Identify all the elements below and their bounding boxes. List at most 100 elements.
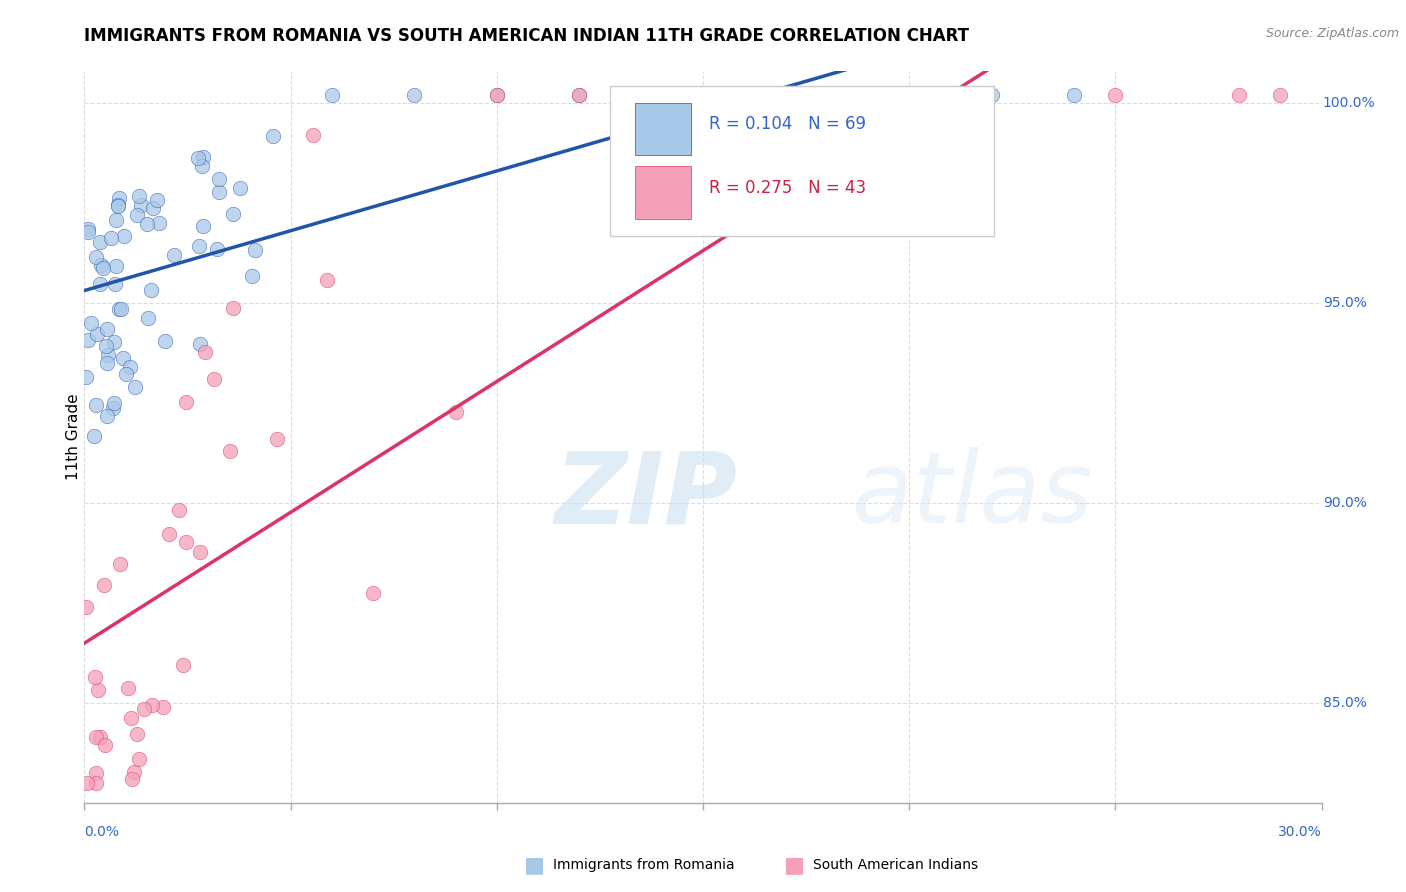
Point: [485, 88, 508, 103]
Point: [129, 198, 152, 212]
Text: 90.0%: 90.0%: [1323, 496, 1367, 510]
Text: 0.0%: 0.0%: [84, 825, 120, 838]
Text: 95.0%: 95.0%: [1323, 296, 1367, 310]
Point: [110, 557, 132, 571]
Point: [141, 698, 163, 712]
Point: [84, 670, 107, 684]
Text: ■: ■: [524, 855, 544, 875]
Point: [188, 238, 211, 252]
Point: [76, 333, 98, 347]
Point: [127, 727, 149, 741]
Point: [243, 243, 266, 257]
FancyBboxPatch shape: [610, 86, 994, 235]
Point: [191, 150, 214, 164]
Point: [229, 180, 252, 194]
Point: [115, 367, 138, 381]
Point: [176, 394, 198, 409]
Point: [205, 242, 228, 256]
Point: [262, 129, 284, 144]
Point: [163, 248, 186, 262]
Point: [89, 235, 111, 249]
Point: [193, 219, 215, 233]
Point: [104, 259, 127, 273]
Point: [94, 738, 117, 752]
Text: R = 0.275   N = 43: R = 0.275 N = 43: [709, 179, 866, 197]
Point: [361, 586, 384, 600]
Point: [107, 199, 129, 213]
Point: [96, 409, 118, 423]
Point: [97, 348, 120, 362]
Point: [101, 401, 124, 415]
Point: [980, 88, 1002, 103]
Point: [84, 398, 107, 412]
Text: R = 0.104   N = 69: R = 0.104 N = 69: [709, 115, 866, 133]
Point: [110, 301, 132, 316]
Point: [1104, 88, 1126, 103]
Point: [141, 283, 163, 297]
Point: [188, 337, 211, 351]
Point: [84, 731, 107, 745]
Point: [84, 776, 107, 790]
Point: [176, 534, 198, 549]
Point: [172, 658, 194, 673]
Point: [121, 772, 143, 787]
Text: IMMIGRANTS FROM ROMANIA VS SOUTH AMERICAN INDIAN 11TH GRADE CORRELATION CHART: IMMIGRANTS FROM ROMANIA VS SOUTH AMERICA…: [84, 27, 969, 45]
Text: 85.0%: 85.0%: [1323, 696, 1367, 710]
Point: [90, 258, 112, 272]
Point: [568, 88, 591, 103]
Point: [898, 88, 921, 103]
FancyBboxPatch shape: [636, 103, 690, 155]
Point: [80, 316, 103, 330]
Point: [103, 396, 125, 410]
Point: [485, 88, 508, 103]
Point: [187, 151, 209, 165]
Point: [775, 88, 797, 103]
Point: [76, 600, 98, 615]
Text: Source: ZipAtlas.com: Source: ZipAtlas.com: [1265, 27, 1399, 40]
Point: [157, 527, 180, 541]
Point: [1270, 88, 1292, 103]
Point: [103, 334, 125, 349]
Point: [1227, 88, 1250, 103]
Point: [136, 218, 159, 232]
Point: [107, 198, 129, 212]
Point: [153, 334, 176, 349]
Point: [568, 88, 591, 103]
Point: [222, 301, 245, 316]
Text: South American Indians: South American Indians: [813, 858, 977, 872]
Point: [94, 339, 117, 353]
Point: [136, 310, 159, 325]
Point: [89, 730, 111, 744]
Point: [302, 128, 325, 142]
Text: 30.0%: 30.0%: [1278, 825, 1322, 838]
Text: ■: ■: [785, 855, 804, 875]
Text: ZIP: ZIP: [554, 447, 738, 544]
Point: [84, 250, 107, 264]
Point: [124, 380, 146, 394]
Y-axis label: 11th Grade: 11th Grade: [66, 393, 80, 481]
Point: [96, 356, 118, 370]
Point: [112, 229, 135, 244]
Point: [100, 231, 122, 245]
Point: [104, 277, 127, 291]
Point: [692, 88, 714, 103]
Point: [89, 277, 111, 291]
Point: [146, 193, 169, 207]
Point: [266, 432, 288, 446]
Text: 100.0%: 100.0%: [1323, 96, 1375, 111]
Point: [202, 371, 225, 385]
Point: [240, 269, 263, 284]
Point: [208, 172, 231, 186]
Point: [77, 222, 100, 236]
Point: [96, 322, 118, 336]
Point: [105, 213, 128, 227]
FancyBboxPatch shape: [636, 167, 690, 219]
Point: [87, 682, 110, 697]
Point: [190, 159, 212, 173]
Point: [898, 88, 921, 103]
Point: [321, 88, 343, 103]
Point: [208, 185, 231, 199]
Point: [128, 752, 150, 766]
Point: [93, 578, 115, 592]
Point: [219, 443, 242, 458]
